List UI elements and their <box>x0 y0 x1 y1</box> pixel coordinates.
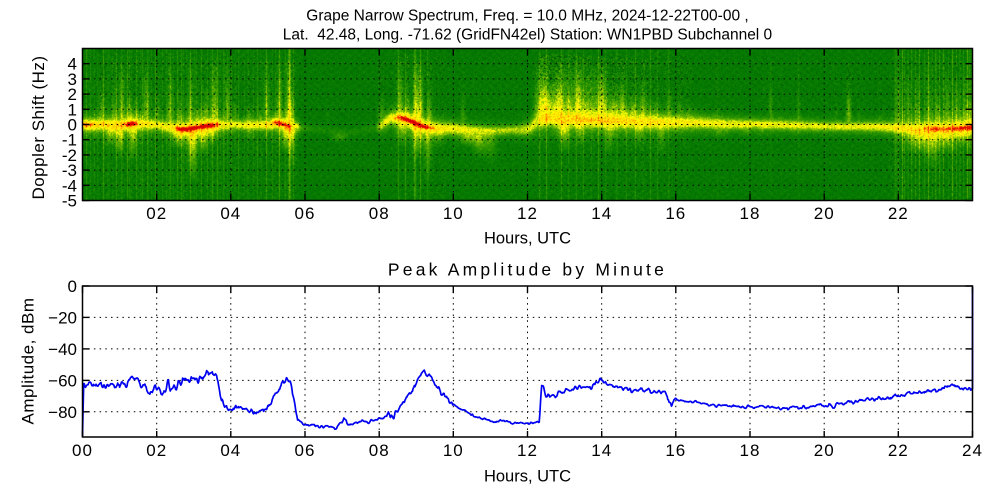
svg-text:Grape Narrow Spectrum, Freq. =: Grape Narrow Spectrum, Freq. = 10.0 MHz,… <box>306 8 748 25</box>
svg-text:14: 14 <box>591 441 612 460</box>
svg-text:1: 1 <box>68 100 77 119</box>
svg-text:14: 14 <box>591 204 612 223</box>
svg-text:Peak Amplitude by Minute: Peak Amplitude by Minute <box>388 260 667 280</box>
svg-text:−20: −20 <box>48 308 77 327</box>
svg-text:06: 06 <box>295 204 316 223</box>
svg-text:02: 02 <box>146 204 167 223</box>
svg-text:Lat. 42.48, Long. -71.62 (Gri: Lat. 42.48, Long. -71.62 (GridFN42el) St… <box>283 27 773 44</box>
svg-text:22: 22 <box>888 204 909 223</box>
svg-text:08: 08 <box>369 204 390 223</box>
svg-text:20: 20 <box>814 204 835 223</box>
svg-text:−60: −60 <box>48 371 77 390</box>
svg-text:-1: -1 <box>62 131 77 150</box>
svg-text:18: 18 <box>740 441 761 460</box>
svg-text:12: 12 <box>517 204 538 223</box>
svg-text:24: 24 <box>962 441 983 460</box>
svg-text:Hours, UTC: Hours, UTC <box>484 230 571 248</box>
svg-text:0: 0 <box>68 116 77 135</box>
svg-text:16: 16 <box>665 441 686 460</box>
svg-text:Amplitude, dBm: Amplitude, dBm <box>19 298 38 425</box>
svg-text:-2: -2 <box>62 146 77 165</box>
svg-text:-4: -4 <box>62 176 77 195</box>
svg-text:−80: −80 <box>48 403 77 422</box>
svg-text:10: 10 <box>443 441 464 460</box>
svg-text:Doppler Shift (Hz): Doppler Shift (Hz) <box>29 55 48 199</box>
svg-text:22: 22 <box>888 441 909 460</box>
svg-text:3: 3 <box>68 70 77 89</box>
svg-text:2: 2 <box>68 85 77 104</box>
svg-text:−40: −40 <box>48 340 77 359</box>
svg-text:12: 12 <box>517 441 538 460</box>
svg-text:20: 20 <box>814 441 835 460</box>
svg-text:-3: -3 <box>62 161 77 180</box>
svg-text:16: 16 <box>665 204 686 223</box>
svg-text:04: 04 <box>220 204 241 223</box>
svg-text:02: 02 <box>146 441 167 460</box>
svg-text:08: 08 <box>369 441 390 460</box>
svg-text:06: 06 <box>295 441 316 460</box>
svg-text:00: 00 <box>72 441 93 460</box>
svg-text:-5: -5 <box>62 192 77 211</box>
svg-text:Hours, UTC: Hours, UTC <box>484 468 571 486</box>
svg-text:04: 04 <box>220 441 241 460</box>
svg-text:18: 18 <box>740 204 761 223</box>
svg-text:0: 0 <box>68 277 77 296</box>
svg-text:10: 10 <box>443 204 464 223</box>
svg-text:4: 4 <box>68 55 77 74</box>
